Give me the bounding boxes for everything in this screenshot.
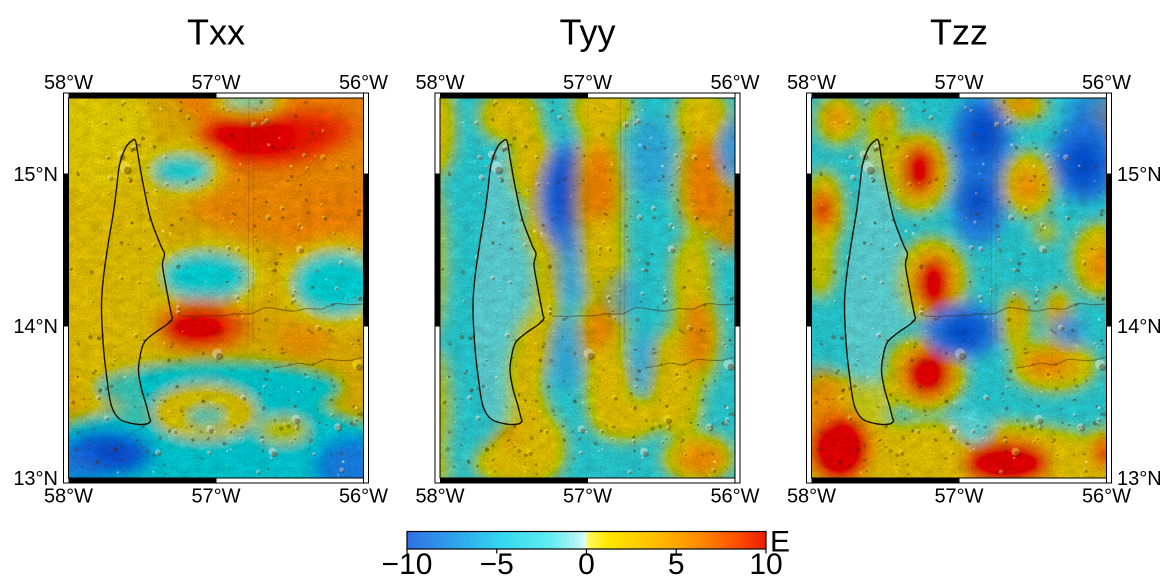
svg-text:10: 10 xyxy=(749,548,782,579)
svg-text:56°W: 56°W xyxy=(1082,486,1131,508)
svg-text:58°W: 58°W xyxy=(787,486,836,508)
svg-text:−10: −10 xyxy=(382,548,433,579)
svg-text:Tzz: Tzz xyxy=(930,12,988,53)
svg-text:Tyy: Tyy xyxy=(559,12,615,53)
svg-text:56°W: 56°W xyxy=(1082,72,1131,94)
svg-text:14°N: 14°N xyxy=(13,316,58,338)
svg-text:56°W: 56°W xyxy=(339,486,388,508)
svg-text:56°W: 56°W xyxy=(710,486,759,508)
svg-text:57°W: 57°W xyxy=(563,486,612,508)
svg-text:E: E xyxy=(770,526,790,559)
svg-text:58°W: 58°W xyxy=(415,486,464,508)
svg-text:58°W: 58°W xyxy=(787,72,836,94)
svg-text:57°W: 57°W xyxy=(563,72,612,94)
svg-text:57°W: 57°W xyxy=(934,72,983,94)
svg-text:Txx: Txx xyxy=(187,12,245,53)
svg-text:0: 0 xyxy=(578,548,595,579)
svg-text:57°W: 57°W xyxy=(191,72,240,94)
svg-text:57°W: 57°W xyxy=(191,486,240,508)
svg-text:13°N: 13°N xyxy=(13,468,58,490)
svg-text:15°N: 15°N xyxy=(1117,164,1160,186)
svg-text:58°W: 58°W xyxy=(44,72,93,94)
svg-text:13°N: 13°N xyxy=(1117,468,1160,490)
svg-text:14°N: 14°N xyxy=(1117,316,1160,338)
svg-text:5: 5 xyxy=(668,548,685,579)
svg-text:58°W: 58°W xyxy=(44,486,93,508)
svg-text:15°N: 15°N xyxy=(13,164,58,186)
svg-text:57°W: 57°W xyxy=(934,486,983,508)
svg-text:−5: −5 xyxy=(480,548,514,579)
svg-text:56°W: 56°W xyxy=(339,72,388,94)
svg-text:58°W: 58°W xyxy=(415,72,464,94)
svg-text:56°W: 56°W xyxy=(710,72,759,94)
